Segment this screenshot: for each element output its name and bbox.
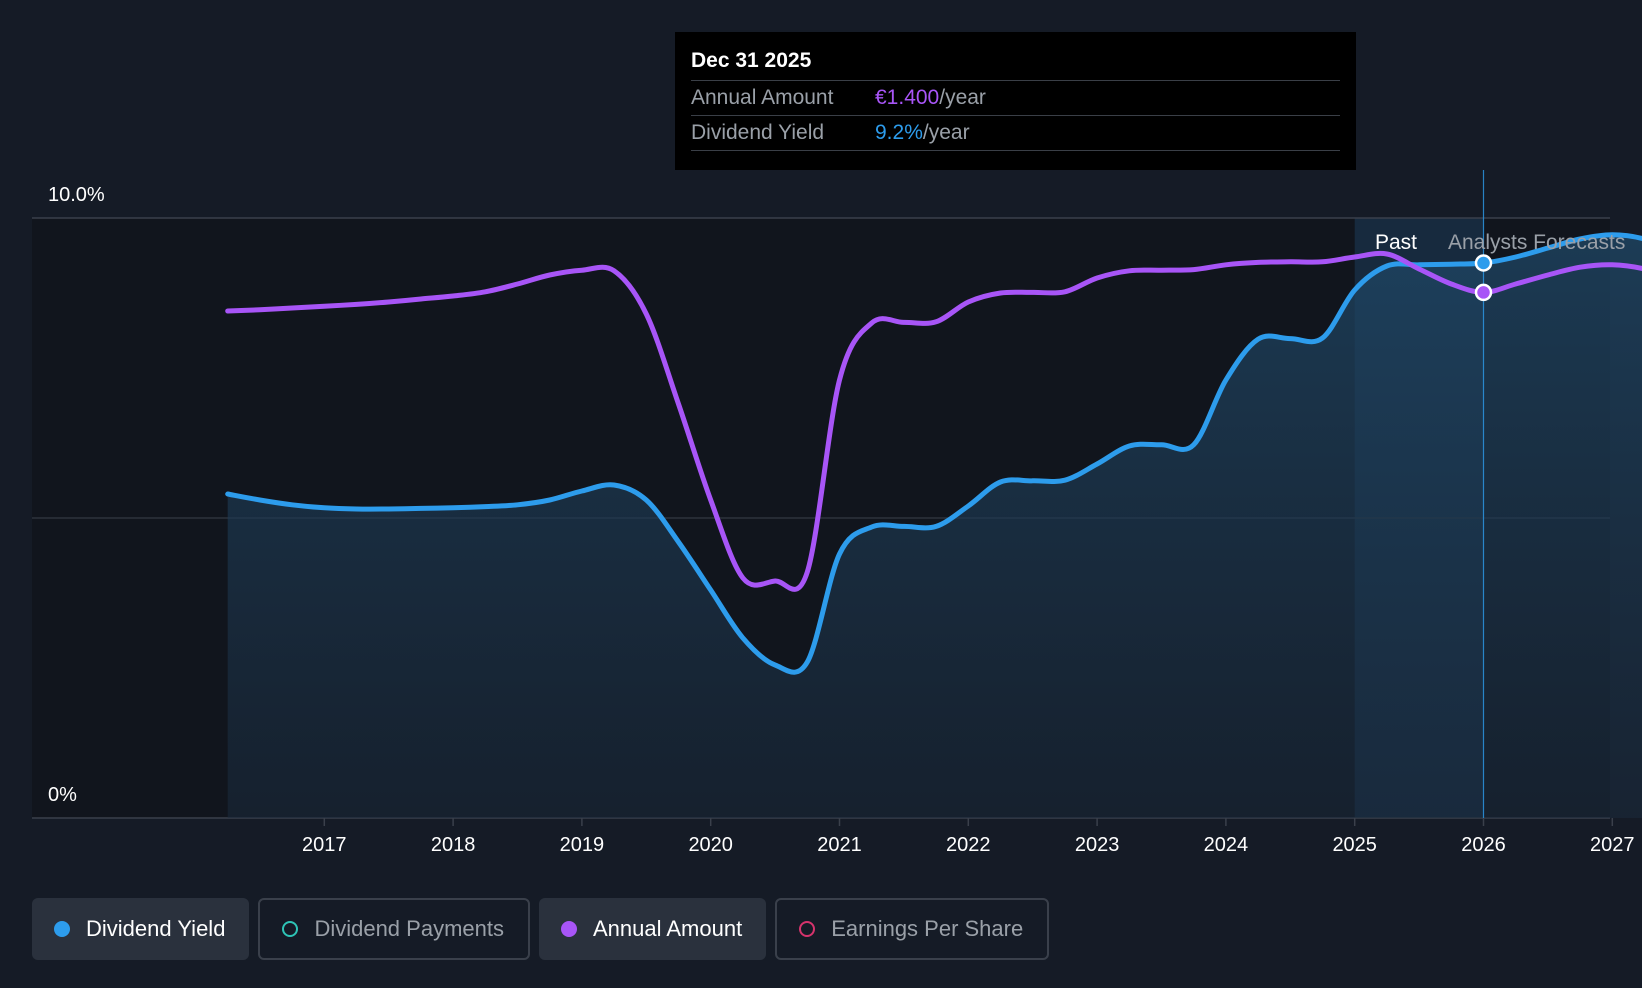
- legend-label: Annual Amount: [592, 916, 743, 941]
- x-tick-label: 2018: [431, 834, 476, 856]
- legend-label: Dividend Payments: [314, 916, 504, 941]
- x-tick-label: 2027: [1590, 834, 1635, 856]
- filled-dot-icon: [560, 921, 577, 937]
- x-tick-label: 2017: [302, 834, 347, 856]
- legend-label: Earnings Per Share: [831, 916, 1024, 941]
- tooltip-date: Dec 31 2025: [691, 46, 1340, 81]
- legend-label: Dividend Yield: [86, 916, 226, 941]
- x-tick-label: 2026: [1461, 834, 1506, 856]
- y-label-top: 10.0%: [48, 184, 105, 206]
- tooltip-row-annual-amount: Annual Amount €1.400 /year: [691, 81, 1340, 116]
- x-tick-label: 2024: [1204, 834, 1249, 856]
- tooltip-label: Annual Amount: [691, 86, 834, 109]
- tooltip-row-dividend-yield: Dividend Yield 9.2% /year: [691, 116, 1340, 151]
- tooltip-value: €1.400: [875, 86, 940, 109]
- filled-dot-icon: [54, 921, 70, 937]
- chart-legend: Dividend Yield Dividend Payments Annual …: [32, 898, 1050, 960]
- tooltip-value: 9.2%: [875, 121, 923, 144]
- legend-dividend-payments[interactable]: Dividend Payments: [258, 898, 530, 960]
- annual-amount-marker: [1474, 283, 1493, 302]
- tooltip: Dec 31 2025 Annual Amount €1.400 /year D…: [675, 32, 1356, 170]
- hollow-dot-icon: [282, 921, 299, 937]
- x-tick-label: 2021: [817, 834, 862, 856]
- tooltip-label: Dividend Yield: [691, 121, 825, 144]
- forecast-label: Analysts Forecasts: [1448, 231, 1625, 254]
- y-label-bottom: 0%: [48, 784, 77, 806]
- dividend-yield-marker: [1474, 254, 1493, 272]
- x-tick-label: 2020: [688, 834, 733, 856]
- past-label: Past: [1375, 231, 1417, 254]
- dividend-yield-area: [227, 234, 1642, 818]
- legend-dividend-yield[interactable]: Dividend Yield: [32, 898, 250, 960]
- legend-annual-amount[interactable]: Annual Amount: [538, 898, 767, 960]
- tooltip-unit: /year: [922, 121, 970, 144]
- x-tick-label: 2025: [1332, 834, 1377, 856]
- x-tick-label: 2019: [560, 834, 605, 856]
- x-tick-label: 2022: [946, 834, 991, 856]
- x-tick-label: 2023: [1075, 834, 1120, 856]
- hollow-dot-icon: [799, 921, 816, 937]
- tooltip-unit: /year: [939, 86, 986, 109]
- legend-earnings-per-share[interactable]: Earnings Per Share: [775, 898, 1050, 960]
